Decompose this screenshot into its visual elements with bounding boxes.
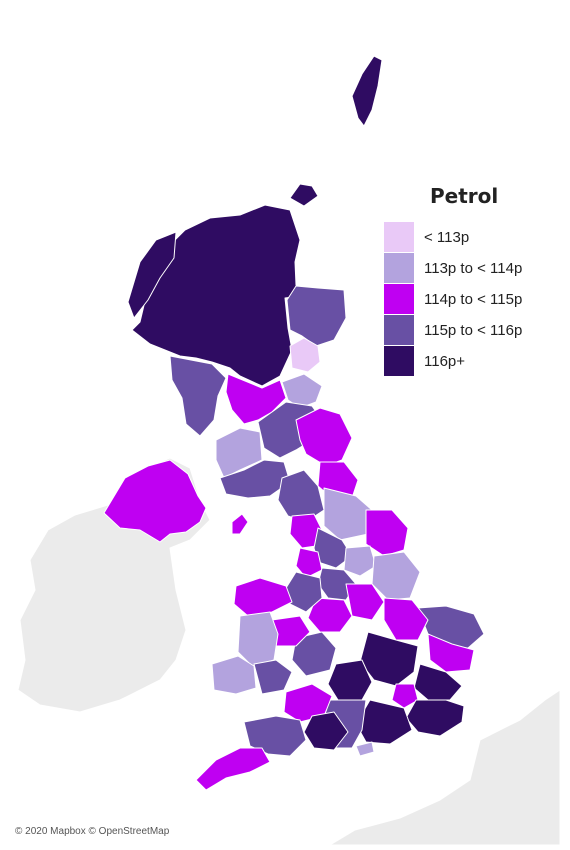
region-central-belt[interactable] (225, 373, 287, 425)
region-cumbria[interactable] (277, 469, 325, 523)
legend-items: < 113p 113p to < 114p 114p to < 115p 115… (384, 222, 554, 376)
region-kent[interactable] (405, 699, 465, 737)
legend-title: Petrol (430, 184, 499, 208)
region-lincolnshire[interactable] (371, 551, 421, 601)
continent-landmass (329, 689, 561, 846)
region-lothian[interactable] (281, 373, 323, 409)
region-suffolk[interactable] (427, 633, 475, 673)
region-north-wales[interactable] (233, 577, 293, 617)
region-west-midlands[interactable] (307, 597, 353, 633)
legend-item-115-116: 115p to < 116p (384, 315, 554, 345)
region-oxfordshire[interactable] (327, 659, 373, 701)
region-highlands[interactable] (131, 204, 301, 387)
legend-swatch (384, 315, 414, 345)
legend-swatch (384, 346, 414, 376)
legend-label: 115p to < 116p (424, 321, 523, 339)
region-gloucestershire[interactable] (291, 631, 337, 677)
region-orkney[interactable] (289, 183, 319, 207)
legend-item-114-115: 114p to < 115p (384, 284, 554, 314)
legend-label: < 113p (424, 228, 470, 246)
region-outer-hebrides[interactable] (127, 231, 177, 319)
region-cambridgeshire[interactable] (383, 597, 429, 641)
region-south-wales-east[interactable] (253, 659, 293, 695)
legend-item-116plus: 116p+ (384, 346, 554, 376)
region-london[interactable] (391, 683, 419, 709)
region-northumberland[interactable] (295, 407, 353, 467)
region-dumfries[interactable] (215, 427, 263, 479)
region-isle-of-wight[interactable] (355, 741, 375, 757)
region-south-wales-west[interactable] (211, 655, 257, 695)
legend: Petrol < 113p 113p to < 114p 114p to < 1… (384, 184, 554, 377)
region-mid-wales[interactable] (237, 611, 279, 667)
legend-label: 116p+ (424, 352, 466, 370)
region-west-yorkshire[interactable] (313, 527, 353, 569)
map-attribution[interactable]: © 2020 Mapbox © OpenStreetMap (15, 826, 170, 837)
region-cornwall[interactable] (195, 747, 271, 791)
region-aberdeenshire[interactable] (286, 285, 347, 347)
legend-swatch (384, 253, 414, 283)
region-argyll[interactable] (169, 355, 227, 437)
region-norfolk[interactable] (417, 605, 485, 649)
legend-label: 114p to < 115p (424, 290, 523, 308)
legend-item-lt113: < 113p (384, 222, 554, 252)
region-leicestershire[interactable] (345, 583, 385, 621)
legend-swatch (384, 222, 414, 252)
region-east-yorkshire[interactable] (365, 509, 409, 557)
region-north-yorkshire[interactable] (323, 487, 373, 541)
legend-label: 113p to < 114p (424, 259, 523, 277)
region-shetland[interactable] (351, 55, 383, 127)
legend-item-113-114: 113p to < 114p (384, 253, 554, 283)
legend-swatch (384, 284, 414, 314)
region-isle-of-man[interactable] (231, 513, 249, 535)
region-cheshire[interactable] (295, 547, 323, 579)
region-northern-ireland[interactable] (103, 459, 207, 543)
region-angus[interactable] (289, 337, 321, 373)
region-devon[interactable] (243, 715, 307, 757)
region-south-yorkshire[interactable] (343, 545, 377, 577)
